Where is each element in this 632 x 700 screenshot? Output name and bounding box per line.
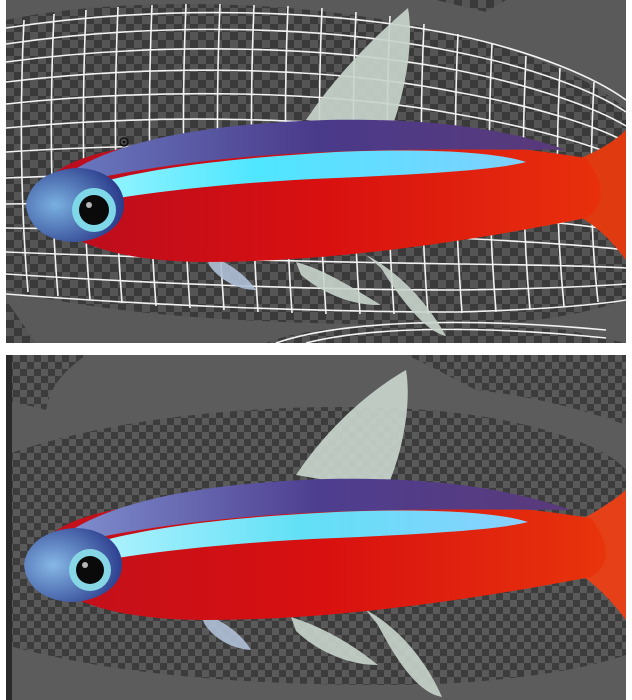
panel-divider — [0, 343, 632, 355]
mesh-canvas[interactable] — [6, 0, 626, 343]
neon-tetra-fish-result[interactable] — [24, 370, 626, 697]
neon-tetra-fish[interactable] — [26, 8, 626, 336]
mesh-pin-icon[interactable] — [119, 137, 129, 147]
mesh-canvas-svg — [6, 0, 626, 343]
result-canvas[interactable] — [6, 355, 626, 700]
result-canvas-svg — [6, 355, 626, 700]
